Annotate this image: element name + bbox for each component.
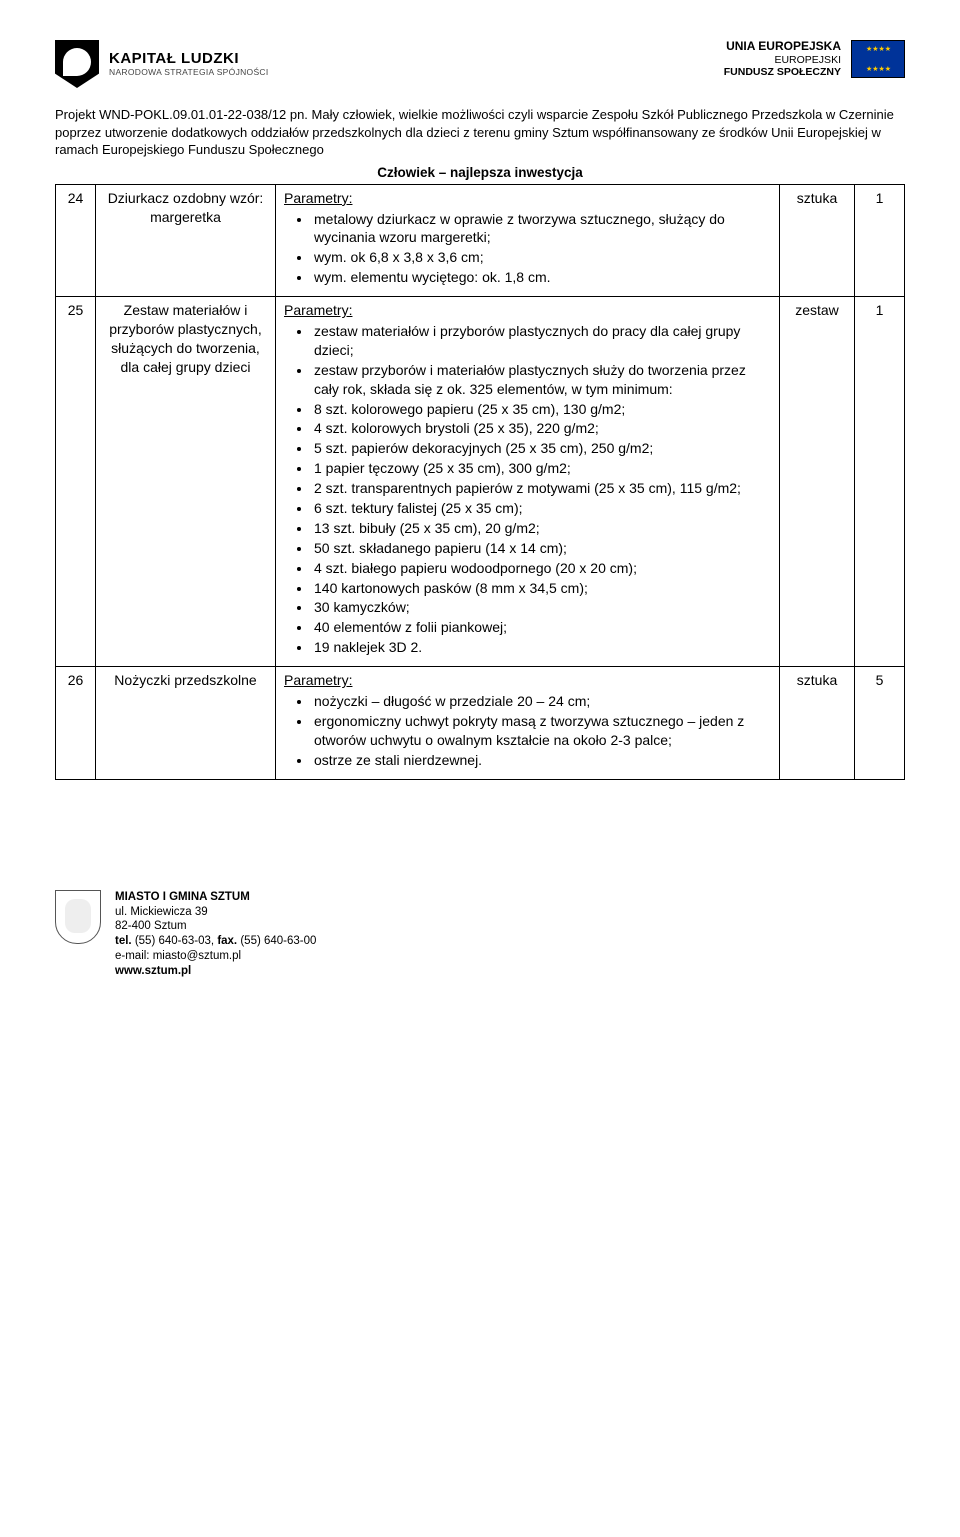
param-list: metalowy dziurkacz w oprawie z tworzywa … — [284, 210, 771, 288]
row-name: Zestaw materiałów i przyborów plastyczny… — [96, 297, 276, 667]
footer-fax-label: fax. — [217, 935, 237, 947]
footer-addr2: 82-400 Sztum — [115, 919, 316, 934]
kl-title: KAPITAŁ LUDZKI — [109, 51, 269, 68]
param-item: 4 szt. białego papieru wodoodpornego (20… — [312, 559, 771, 578]
row-unit: sztuka — [780, 184, 855, 296]
footer-www: www.sztum.pl — [115, 965, 191, 977]
param-item: zestaw materiałów i przyborów plastyczny… — [312, 322, 771, 360]
footer-org: MIASTO I GMINA SZTUM — [115, 891, 250, 903]
row-qty: 1 — [855, 184, 905, 296]
param-item: 5 szt. papierów dekoracyjnych (25 x 35 c… — [312, 439, 771, 458]
param-item: ostrze ze stali nierdzewnej. — [312, 751, 771, 770]
param-item: 8 szt. kolorowego papieru (25 x 35 cm), … — [312, 400, 771, 419]
kl-icon — [55, 40, 99, 88]
row-unit: sztuka — [780, 667, 855, 779]
param-item: 6 szt. tektury falistej (25 x 35 cm); — [312, 499, 771, 518]
eu-line2: EUROPEJSKI — [774, 54, 841, 66]
param-item: 30 kamyczków; — [312, 598, 771, 617]
footer-text: MIASTO I GMINA SZTUM ul. Mickiewicza 39 … — [115, 890, 316, 980]
intro-text: Projekt WND-POKL.09.01.01-22-038/12 pn. … — [55, 107, 894, 157]
row-name: Dziurkacz ozdobny wzór: margeretka — [96, 184, 276, 296]
param-list: zestaw materiałów i przyborów plastyczny… — [284, 322, 771, 657]
footer-addr1: ul. Mickiewicza 39 — [115, 905, 316, 920]
param-label: Parametry: — [284, 672, 352, 688]
param-list: nożyczki – długość w przedziale 20 – 24 … — [284, 692, 771, 770]
eu-flag-icon — [851, 40, 905, 78]
table-row: 25Zestaw materiałów i przyborów plastycz… — [56, 297, 905, 667]
eu-line1: UNIA EUROPEJSKA — [726, 40, 841, 54]
param-item: nożyczki – długość w przedziale 20 – 24 … — [312, 692, 771, 711]
param-item: wym. ok 6,8 x 3,8 x 3,6 cm; — [312, 248, 771, 267]
param-item: wym. elementu wyciętego: ok. 1,8 cm. — [312, 268, 771, 287]
param-label: Parametry: — [284, 190, 352, 206]
eu-line3: FUNDUSZ SPOŁECZNY — [724, 66, 841, 78]
motto: Człowiek – najlepsza inwestycja — [55, 165, 905, 180]
header: KAPITAŁ LUDZKI NARODOWA STRATEGIA SPÓJNO… — [55, 40, 905, 88]
footer-email: e-mail: miasto@sztum.pl — [115, 949, 316, 964]
param-item: 50 szt. składanego papieru (14 x 14 cm); — [312, 539, 771, 558]
row-number: 24 — [56, 184, 96, 296]
crest-icon — [55, 890, 101, 944]
param-item: 19 naklejek 3D 2. — [312, 638, 771, 657]
footer-fax: (55) 640-63-00 — [240, 935, 316, 947]
param-item: 4 szt. kolorowych brystoli (25 x 35), 22… — [312, 419, 771, 438]
logo-eu: UNIA EUROPEJSKA EUROPEJSKI FUNDUSZ SPOŁE… — [724, 40, 905, 78]
table-row: 24Dziurkacz ozdobny wzór: margeretkaPara… — [56, 184, 905, 296]
param-item: zestaw przyborów i materiałów plastyczny… — [312, 361, 771, 399]
spec-table: 24Dziurkacz ozdobny wzór: margeretkaPara… — [55, 184, 905, 780]
footer-tel: (55) 640-63-03, — [135, 935, 214, 947]
logo-kapital-ludzki: KAPITAŁ LUDZKI NARODOWA STRATEGIA SPÓJNO… — [55, 40, 269, 88]
param-item: 1 papier tęczowy (25 x 35 cm), 300 g/m2; — [312, 459, 771, 478]
row-description: Parametry: nożyczki – długość w przedzial… — [276, 667, 780, 779]
param-item: ergonomiczny uchwyt pokryty masą z tworz… — [312, 712, 771, 750]
param-item: 140 kartonowych pasków (8 mm x 34,5 cm); — [312, 579, 771, 598]
row-number: 25 — [56, 297, 96, 667]
row-qty: 1 — [855, 297, 905, 667]
footer: MIASTO I GMINA SZTUM ul. Mickiewicza 39 … — [55, 890, 905, 980]
row-description: Parametry: metalowy dziurkacz w oprawie z… — [276, 184, 780, 296]
row-unit: zestaw — [780, 297, 855, 667]
param-item: 40 elementów z folii piankowej; — [312, 618, 771, 637]
param-item: 2 szt. transparentnych papierów z motywa… — [312, 479, 771, 498]
row-description: Parametry: zestaw materiałów i przyborów … — [276, 297, 780, 667]
param-item: metalowy dziurkacz w oprawie z tworzywa … — [312, 210, 771, 248]
table-row: 26Nożyczki przedszkolne Parametry: nożyczk… — [56, 667, 905, 779]
row-number: 26 — [56, 667, 96, 779]
project-intro: Projekt WND-POKL.09.01.01-22-038/12 pn. … — [55, 106, 905, 159]
row-qty: 5 — [855, 667, 905, 779]
param-label: Parametry: — [284, 302, 352, 318]
param-item: 13 szt. bibuły (25 x 35 cm), 20 g/m2; — [312, 519, 771, 538]
kl-subtitle: NARODOWA STRATEGIA SPÓJNOŚCI — [109, 68, 269, 77]
row-name: Nożyczki przedszkolne — [96, 667, 276, 779]
footer-tel-label: tel. — [115, 935, 132, 947]
